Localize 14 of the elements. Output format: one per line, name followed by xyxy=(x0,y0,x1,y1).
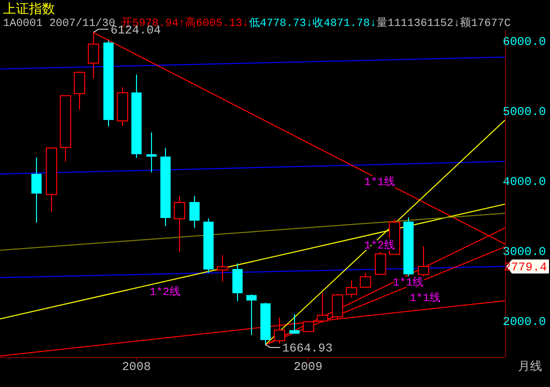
y-tick-label: 5000.0 xyxy=(502,104,546,119)
x-tick-label: 2009 xyxy=(294,360,322,374)
chart-title: 上证指数 xyxy=(3,2,55,17)
y-tick-label: 6000.0 xyxy=(502,34,546,49)
annotation: 1664.93 xyxy=(282,341,333,356)
x-tick-label: 2008 xyxy=(122,360,151,374)
y-tick-label: 3000.0 xyxy=(502,245,546,260)
y-tick-label: 4000.0 xyxy=(502,175,546,190)
annotation: 1*2线 xyxy=(150,285,180,299)
annotation: 1*1线 xyxy=(410,291,440,305)
y-tick-label: 2000.0 xyxy=(502,315,546,330)
annotation: 低4778.73↓收4871.78↓ xyxy=(248,17,376,30)
x-axis-title: 月线 xyxy=(518,360,542,374)
annotation: 量1111361152↓额17677C xyxy=(376,16,512,30)
